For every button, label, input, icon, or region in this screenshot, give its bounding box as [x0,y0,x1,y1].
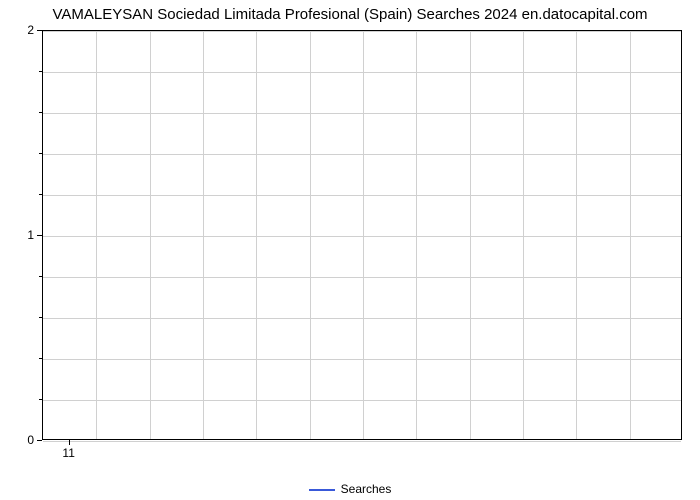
gridline-vertical [416,31,417,439]
gridline-vertical [523,31,524,439]
gridline-vertical [576,31,577,439]
gridline-vertical [203,31,204,439]
legend: Searches [0,482,700,496]
gridline-horizontal [43,236,681,237]
gridline-vertical [256,31,257,439]
ytick-minor-mark [39,358,42,359]
ytick-label: 2 [14,23,34,37]
gridline-vertical [310,31,311,439]
xtick-mark [69,440,70,445]
legend-label: Searches [341,482,392,496]
gridline-horizontal [43,72,681,73]
gridline-horizontal [43,359,681,360]
ytick-mark [37,235,42,236]
gridline-vertical [363,31,364,439]
gridline-vertical [470,31,471,439]
gridline-vertical [630,31,631,439]
ytick-label: 0 [14,433,34,447]
ytick-mark [37,440,42,441]
gridline-horizontal [43,318,681,319]
gridline-horizontal [43,113,681,114]
gridline-horizontal [43,400,681,401]
ytick-minor-mark [39,194,42,195]
ytick-minor-mark [39,276,42,277]
plot-area [42,30,682,440]
gridline-vertical [96,31,97,439]
gridline-horizontal [43,31,681,32]
searches-chart: VAMALEYSAN Sociedad Limitada Profesional… [0,0,700,500]
ytick-minor-mark [39,399,42,400]
ytick-minor-mark [39,317,42,318]
xtick-label: 11 [62,446,74,460]
ytick-minor-mark [39,112,42,113]
gridline-horizontal [43,195,681,196]
ytick-mark [37,30,42,31]
ytick-minor-mark [39,153,42,154]
chart-title: VAMALEYSAN Sociedad Limitada Profesional… [0,6,700,23]
gridline-horizontal [43,277,681,278]
ytick-label: 1 [14,228,34,242]
gridline-horizontal [43,154,681,155]
legend-line-icon [309,489,335,491]
ytick-minor-mark [39,71,42,72]
gridline-vertical [150,31,151,439]
gridline-horizontal [43,441,681,442]
